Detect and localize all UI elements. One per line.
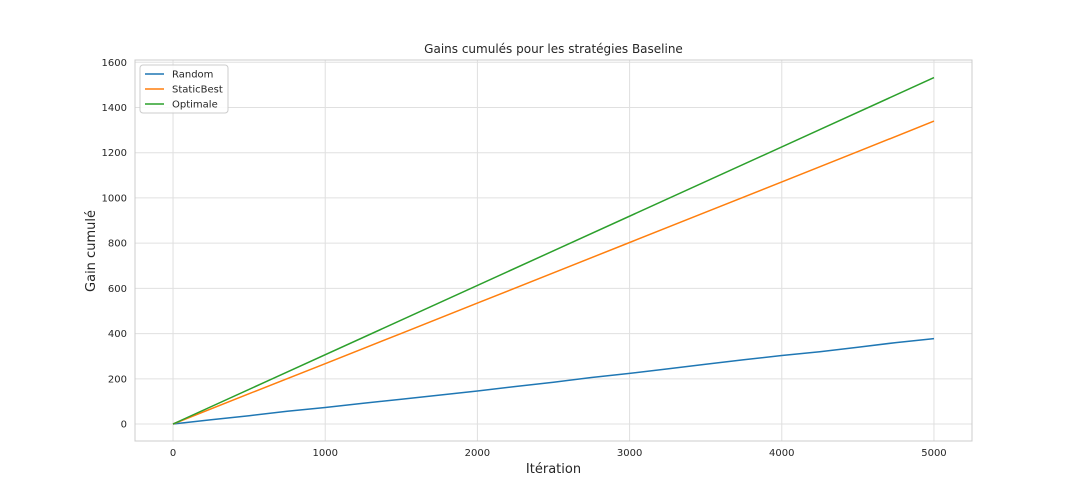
y-tick-label: 1000 [102, 193, 127, 204]
y-tick-label: 0 [121, 420, 127, 431]
x-tick-label: 4000 [769, 448, 794, 459]
series-line-random [172, 337, 935, 425]
y-tick-label: 1600 [102, 58, 127, 69]
y-tick-label: 1200 [102, 148, 127, 159]
y-tick-label: 600 [108, 284, 127, 295]
x-axis-title: Itération [526, 462, 581, 477]
plot-frame [134, 59, 973, 442]
x-tick-label: 3000 [617, 448, 642, 459]
x-tick-label: 0 [170, 448, 176, 459]
series-lines [172, 76, 935, 425]
x-tick-label: 1000 [313, 448, 338, 459]
y-tick-label: 1400 [102, 103, 127, 114]
x-tick-label: 2000 [465, 448, 490, 459]
tick-labels: 0 1000 2000 3000 4000 5000 0 200 400 600 800 1000 12… [102, 58, 947, 459]
legend-label: Random [172, 70, 213, 81]
y-tick-label: 400 [108, 329, 127, 340]
y-tick-label: 200 [108, 374, 127, 385]
x-tick-label: 5000 [921, 448, 946, 459]
legend-label: StaticBest [172, 85, 223, 96]
legend-label: Optimale [172, 100, 218, 111]
grid [135, 60, 972, 441]
y-tick-label: 800 [108, 239, 127, 250]
chart-title: Gains cumulés pour les stratégies Baseli… [424, 42, 683, 56]
legend: Random StaticBest Optimale [139, 64, 229, 114]
series-line-staticbest [172, 120, 935, 425]
y-axis-title: Gain cumulé [84, 210, 99, 292]
legend-box [139, 64, 229, 114]
series-line-optimale [172, 76, 935, 425]
